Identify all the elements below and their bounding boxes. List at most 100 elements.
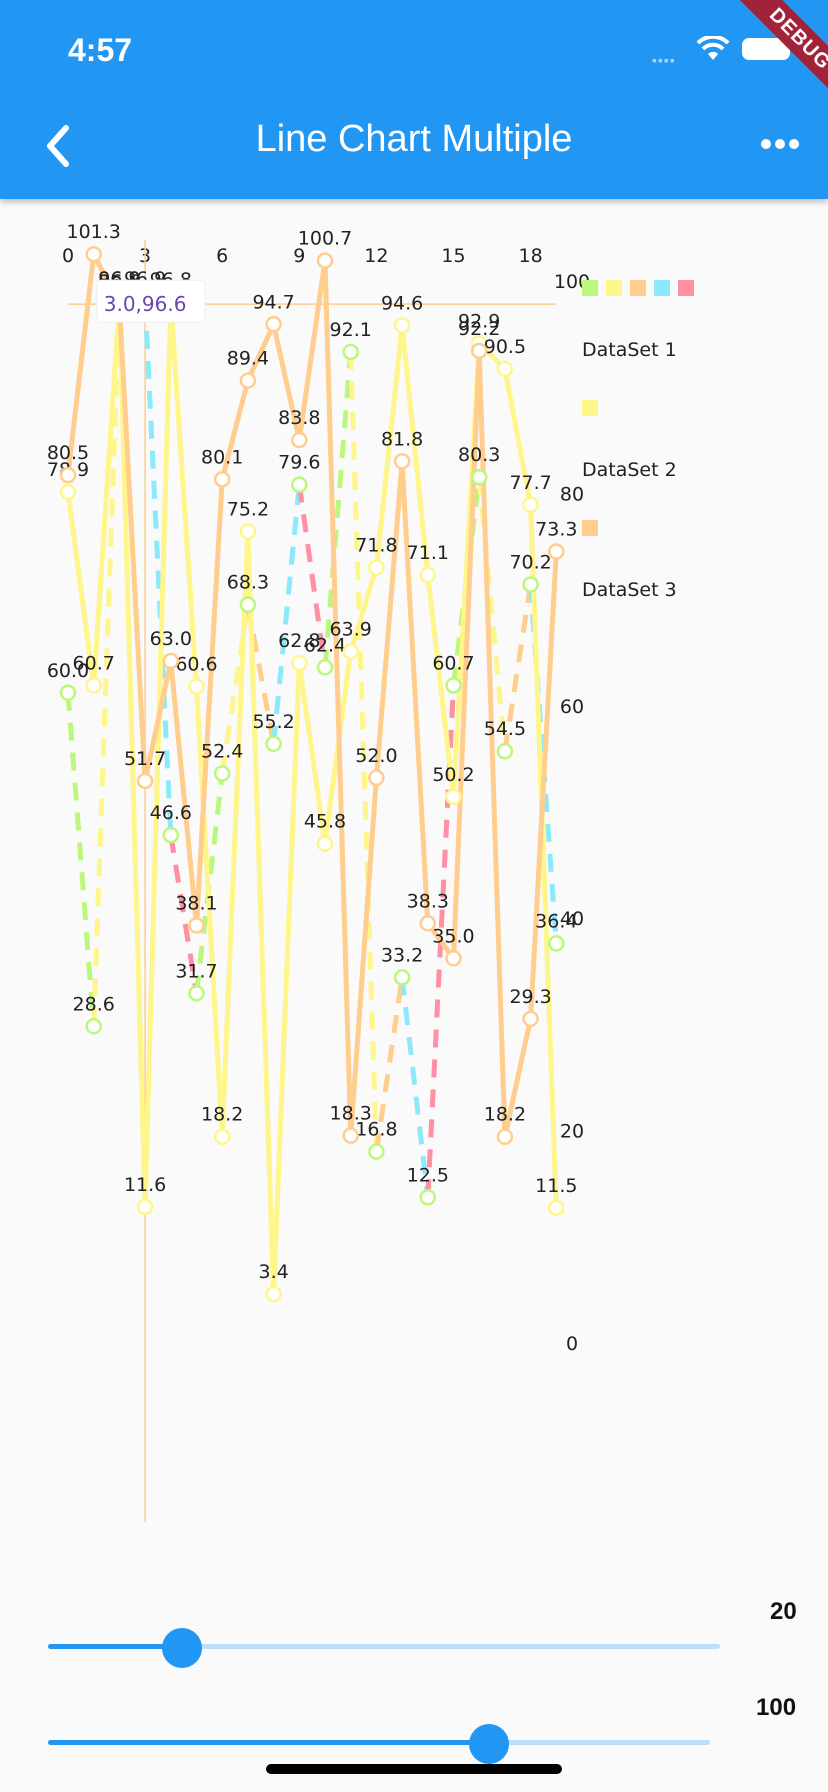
series-line-1-segment xyxy=(168,834,199,994)
data-point xyxy=(419,1189,437,1206)
data-label: 71.8 xyxy=(355,534,397,556)
data-label: 63.9 xyxy=(330,618,372,640)
data-point xyxy=(548,935,565,952)
y-tick-label: 0 xyxy=(566,1333,578,1355)
data-label: 83.8 xyxy=(278,407,320,429)
data-point xyxy=(162,826,180,844)
data-point xyxy=(368,559,385,576)
data-label: 35.0 xyxy=(432,925,474,947)
data-label: 80.5 xyxy=(47,442,89,464)
legend-color-swatch xyxy=(606,280,622,296)
data-point xyxy=(136,1198,154,1216)
data-label: 92.1 xyxy=(330,319,372,341)
wifi-icon xyxy=(696,36,730,60)
data-label: 18.2 xyxy=(484,1104,526,1126)
line-chart-svg[interactable]: 0 3 6 9 12 15 1802040608010060.028.696.996.946… xyxy=(0,200,828,1530)
data-point xyxy=(445,788,462,806)
data-label: 52.4 xyxy=(201,741,243,763)
series-line-1-segment xyxy=(245,604,277,745)
data-point xyxy=(368,1143,385,1160)
data-point xyxy=(59,684,77,702)
legend-entry: DataSet 1 xyxy=(582,339,677,361)
data-point xyxy=(239,523,257,540)
x-count-slider[interactable] xyxy=(48,1628,720,1668)
data-point xyxy=(85,677,102,694)
series-line-1-segment xyxy=(194,773,225,994)
data-label: 101.3 xyxy=(66,221,120,243)
data-label: 60.7 xyxy=(432,652,474,674)
page-title: Line Chart Multiple xyxy=(255,118,573,160)
data-point xyxy=(470,342,488,360)
data-label: 70.2 xyxy=(509,551,551,573)
data-label: 36.4 xyxy=(535,910,577,932)
x-tick-label: 12 xyxy=(364,245,388,267)
legend-entry: DataSet 3 xyxy=(582,579,677,601)
data-label: 89.4 xyxy=(227,348,269,370)
data-point xyxy=(496,742,514,760)
data-label: 31.7 xyxy=(175,960,217,982)
data-point xyxy=(291,431,308,449)
series-line-1-segment xyxy=(65,692,97,1027)
data-label: 55.2 xyxy=(252,711,294,733)
data-label: 92.2 xyxy=(458,318,500,340)
series-line-1-segment xyxy=(322,351,354,668)
back-icon[interactable] xyxy=(36,118,84,174)
legend-color-swatch xyxy=(582,280,598,296)
x-tick-label: 18 xyxy=(519,245,543,267)
data-point xyxy=(188,985,205,1002)
data-point xyxy=(548,1199,565,1217)
data-label: 71.1 xyxy=(407,542,449,564)
x-tick-label: 0 xyxy=(62,245,74,267)
data-point xyxy=(291,654,308,672)
more-options-icon[interactable] xyxy=(756,124,804,164)
data-point xyxy=(213,471,231,488)
data-point xyxy=(445,950,462,967)
data-point xyxy=(419,915,437,932)
data-label: 46.6 xyxy=(150,802,192,824)
data-label: 94.7 xyxy=(252,291,294,313)
data-point xyxy=(445,677,462,694)
legend-marker xyxy=(582,400,598,416)
series-line-1-segment xyxy=(348,351,379,1152)
legend-color-swatch xyxy=(678,280,694,296)
data-point xyxy=(522,576,539,593)
data-label: 60.7 xyxy=(73,652,115,674)
data-label: 18.3 xyxy=(330,1103,372,1125)
data-point xyxy=(393,317,411,334)
series-line-1-segment xyxy=(399,977,431,1198)
slider-thumb[interactable] xyxy=(469,1724,510,1764)
data-point xyxy=(496,360,514,378)
data-label: 29.3 xyxy=(509,986,551,1008)
cellular-signal-icon: ▪▪▪▪ xyxy=(652,52,676,68)
data-label: 100.7 xyxy=(298,228,352,250)
slider-track xyxy=(48,1644,720,1649)
data-label: 51.7 xyxy=(124,748,166,770)
data-label: 62.4 xyxy=(304,634,346,656)
y-range-slider[interactable] xyxy=(48,1724,710,1764)
data-label: 11.5 xyxy=(535,1175,577,1197)
legend-marker xyxy=(582,520,598,536)
slider-thumb[interactable] xyxy=(162,1628,203,1668)
series-line-1-segment xyxy=(296,484,328,668)
y-tick-label: 100 xyxy=(554,271,590,293)
data-point xyxy=(342,643,359,660)
data-label: 18.2 xyxy=(201,1104,243,1126)
y-tick-label: 80 xyxy=(560,483,584,505)
data-label: 45.8 xyxy=(304,811,346,833)
data-point xyxy=(548,543,565,560)
legend-color-swatch xyxy=(630,280,646,296)
data-label: 50.2 xyxy=(432,764,474,786)
data-point xyxy=(188,678,205,695)
data-point xyxy=(496,1128,514,1145)
data-point xyxy=(162,652,180,670)
line-chart[interactable]: 0 3 6 9 12 15 18 0 20 40 60 80 100 60.0 28.6 96.9 96.9 46… xyxy=(0,200,828,1530)
home-indicator xyxy=(266,1764,562,1774)
data-point xyxy=(470,468,488,486)
data-label: 63.0 xyxy=(150,628,192,650)
data-point xyxy=(136,772,154,790)
data-point xyxy=(393,969,411,986)
data-label: 68.3 xyxy=(227,572,269,594)
x-tick-label: 15 xyxy=(441,245,465,267)
data-point xyxy=(265,735,282,753)
y-tick-label: 60 xyxy=(560,696,584,718)
